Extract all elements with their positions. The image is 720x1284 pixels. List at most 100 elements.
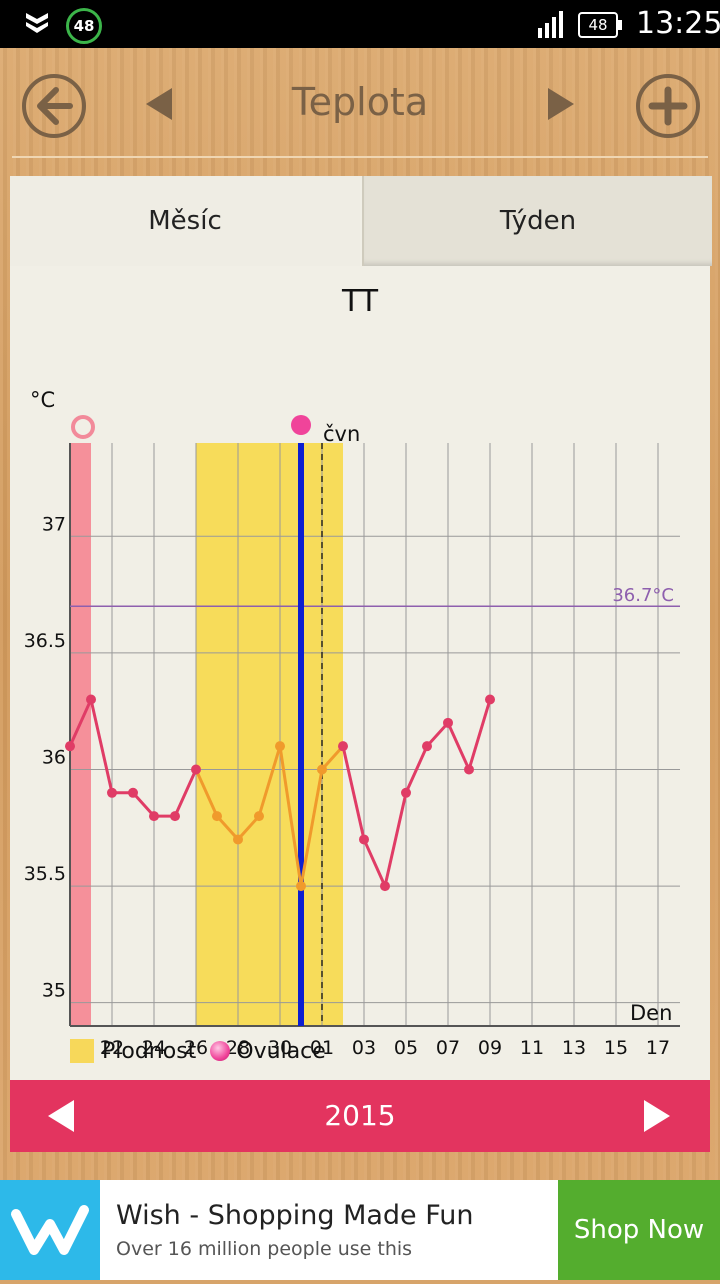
x-tick-label: 15 — [604, 1037, 628, 1059]
clock: 13:25 — [636, 6, 720, 41]
year-label: 2015 — [324, 1099, 396, 1132]
tab-week[interactable]: Týden — [362, 176, 712, 266]
add-button[interactable] — [636, 74, 700, 138]
data-point — [65, 741, 75, 752]
series-segment — [404, 745, 429, 794]
y-tick-label: 35 — [42, 980, 66, 1002]
battery-icon: 48 — [578, 12, 622, 38]
x-tick-label: 13 — [562, 1037, 586, 1059]
series-segment — [194, 768, 219, 817]
ovulation-icon — [210, 1041, 231, 1061]
series-segment — [68, 698, 93, 747]
ad-subtitle: Over 16 million people use this — [116, 1238, 413, 1260]
ovulation-marker-icon — [291, 415, 311, 435]
shield-icon — [26, 13, 48, 33]
series-segment — [467, 699, 492, 770]
series-segment — [446, 722, 471, 771]
data-point — [254, 811, 264, 822]
data-point — [191, 764, 201, 775]
x-tick-label: 09 — [478, 1037, 502, 1059]
ad-title: Wish - Shopping Made Fun — [116, 1200, 474, 1231]
y-tick-label: 37 — [42, 513, 66, 535]
shop-now-button[interactable]: Shop Now — [558, 1180, 720, 1280]
data-point — [443, 717, 453, 728]
x-tick-label: 05 — [394, 1037, 418, 1059]
data-point — [317, 764, 327, 775]
notification-badge: 48 — [66, 8, 102, 44]
back-button[interactable] — [22, 74, 86, 138]
chart-panel: Měsíc Týden TT 35 35.5 36 36.5 37 36.7°C 22 24 2… — [10, 176, 712, 1152]
y-axis-label: °C — [30, 388, 55, 412]
status-bar: 48 48 13:25 — [0, 0, 720, 48]
x-tick-label: 28 — [226, 1037, 250, 1059]
x-tick-label: 11 — [520, 1037, 544, 1059]
data-point — [359, 834, 369, 845]
x-tick-label: 03 — [352, 1037, 376, 1059]
x-tick-label: 01 — [310, 1037, 334, 1059]
y-tick-label: 36 — [42, 746, 66, 768]
series-segment — [131, 791, 156, 818]
x-axis-label: Den — [630, 1001, 672, 1025]
data-point — [422, 741, 432, 752]
x-tick-label: 17 — [646, 1037, 670, 1059]
data-point — [380, 881, 390, 892]
series-segment — [299, 769, 324, 887]
header-divider — [12, 156, 708, 158]
wish-logo — [0, 1180, 100, 1280]
tab-month[interactable]: Měsíc — [10, 176, 360, 266]
fertility-swatch — [70, 1039, 94, 1063]
data-point — [296, 881, 306, 892]
chart-title: TT — [341, 284, 379, 319]
ad-banner[interactable]: Wish - Shopping Made Fun Over 16 million… — [0, 1180, 720, 1280]
data-point — [149, 811, 159, 822]
series-segment — [383, 792, 408, 887]
data-point — [338, 741, 348, 752]
data-point — [485, 694, 495, 705]
data-point — [233, 834, 243, 845]
arrow-left-icon — [37, 87, 73, 125]
prev-arrow-icon[interactable] — [146, 88, 172, 120]
data-point — [212, 811, 222, 822]
data-point — [107, 787, 117, 798]
data-point — [170, 811, 180, 822]
series-segment — [89, 699, 114, 794]
x-tick-label: 07 — [436, 1037, 460, 1059]
y-tick-label: 35.5 — [24, 863, 66, 885]
plus-icon — [648, 86, 688, 126]
threshold-label: 36.7°C — [612, 585, 674, 606]
y-tick-label: 36.5 — [24, 630, 66, 652]
data-point — [464, 764, 474, 775]
month-label: čvn — [323, 422, 360, 446]
signal-icon — [538, 11, 563, 38]
year-bar: 2015 — [10, 1080, 710, 1152]
tab-month-label: Měsíc — [148, 206, 222, 236]
series-segment — [362, 838, 387, 887]
series-segment — [257, 745, 282, 817]
series-segment — [320, 745, 345, 771]
next-year-icon[interactable] — [644, 1100, 670, 1132]
legend-ovulation-label: Ovulace — [236, 1038, 326, 1064]
series-segment — [278, 745, 303, 887]
page-title: Teplota — [291, 80, 429, 124]
series-segment — [236, 815, 261, 841]
wish-logo-icon — [11, 1205, 89, 1255]
series-segment — [341, 745, 366, 840]
series-segment — [215, 815, 240, 841]
temperature-chart: 35 35.5 36 36.5 37 36.7°C 22 24 26 28 30 01 03 05 07 09… — [24, 388, 680, 1059]
series-segment — [425, 721, 450, 748]
data-point — [275, 741, 285, 752]
x-tick-label: 30 — [268, 1037, 292, 1059]
x-tick-label: 22 — [100, 1037, 124, 1059]
series-segment — [173, 768, 198, 817]
data-point — [128, 787, 138, 798]
x-tick-label: 24 — [142, 1037, 166, 1059]
prev-year-icon[interactable] — [48, 1100, 74, 1132]
next-arrow-icon[interactable] — [548, 88, 574, 120]
x-tick-label: 26 — [184, 1037, 208, 1059]
fertile-window-band — [196, 443, 343, 1026]
tab-week-label: Týden — [499, 206, 577, 236]
data-point — [86, 694, 96, 705]
legend-fertility-label: Plodnost — [102, 1038, 197, 1064]
period-marker-icon — [71, 415, 95, 439]
legend: Plodnost Ovulace — [70, 1036, 326, 1066]
